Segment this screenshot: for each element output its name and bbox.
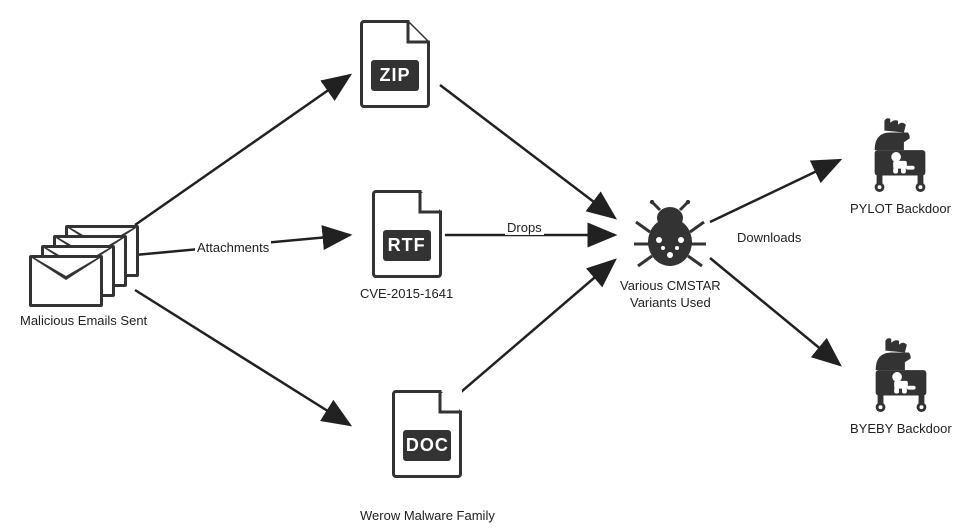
node-doc: DOC Werow Malware Family [360,390,495,525]
emails-label: Malicious Emails Sent [20,313,147,330]
rtf-file-icon: RTF [372,190,442,278]
node-pylot: PYLOT Backdoor [850,115,951,218]
node-zip: ZIP [360,20,430,108]
node-rtf: RTF CVE-2015-1641 [360,190,453,303]
node-byeby: BYEBY Backdoor [850,335,952,438]
doc-tag: DOC [403,430,451,461]
edge-label-drops: Drops [505,220,544,235]
byeby-label: BYEBY Backdoor [850,421,952,438]
node-cmstar: Various CMSTAR Variants Used [620,200,721,312]
trojan-horse-icon [861,115,939,193]
bug-icon [630,200,710,270]
doc-label: Werow Malware Family [360,508,495,525]
zip-file-icon: ZIP [360,20,430,108]
doc-file-icon: DOC [392,390,462,478]
trojan-horse-icon [862,335,940,413]
node-emails: Malicious Emails Sent [20,225,147,330]
zip-tag: ZIP [371,60,419,91]
rtf-label: CVE-2015-1641 [360,286,453,303]
rtf-tag: RTF [383,230,431,261]
cmstar-label: Various CMSTAR Variants Used [620,278,721,312]
pylot-label: PYLOT Backdoor [850,201,951,218]
edge-label-attachments: Attachments [195,240,271,255]
envelopes-icon [29,225,139,305]
edge-label-downloads: Downloads [735,230,803,245]
